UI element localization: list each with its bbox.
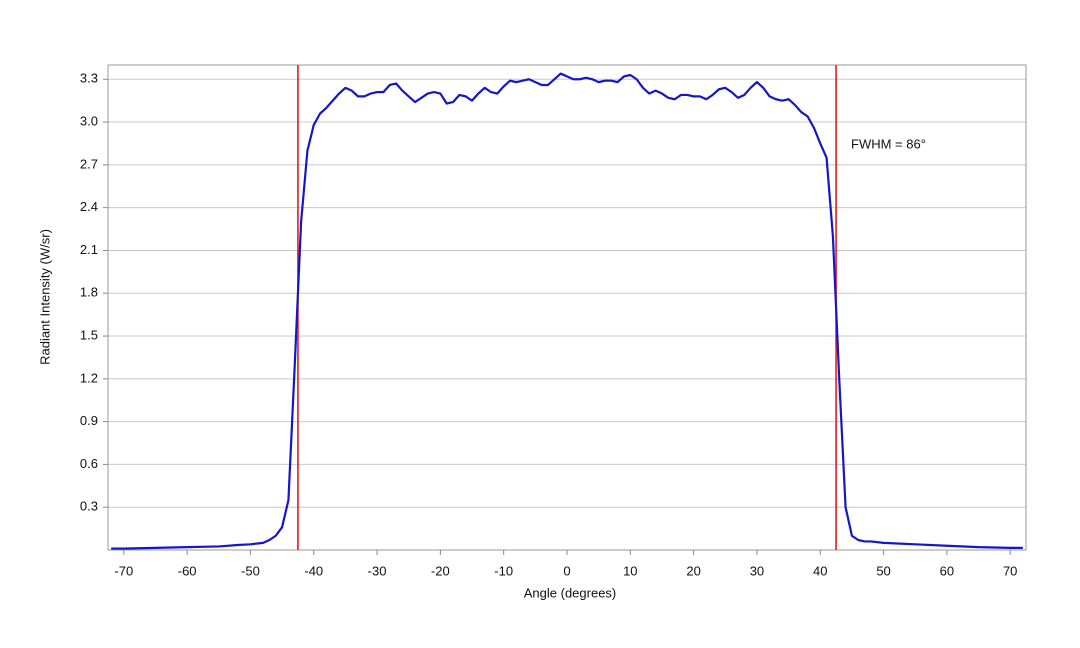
y-tick-label: 3.3: [80, 71, 98, 86]
x-tick-label: -70: [114, 563, 133, 578]
y-tick-label: 2.4: [80, 199, 98, 214]
x-tick-label: -10: [494, 563, 513, 578]
annotation: FWHM = 86°: [851, 136, 926, 151]
x-tick-label: -40: [304, 563, 323, 578]
x-tick-label: -60: [178, 563, 197, 578]
x-tick-label: -30: [368, 563, 387, 578]
y-tick-label: 3.0: [80, 113, 98, 128]
x-tick-label: -50: [241, 563, 260, 578]
x-tick-label: 0: [563, 563, 570, 578]
y-tick-label: 1.2: [80, 370, 98, 385]
x-axis-label: Angle (degrees): [524, 585, 617, 600]
y-tick-label: 2.1: [80, 242, 98, 257]
y-tick-label: 2.7: [80, 156, 98, 171]
x-tick-label: 40: [813, 563, 827, 578]
y-tick-label: 0.9: [80, 413, 98, 428]
y-tick-label: 0.6: [80, 456, 98, 471]
y-tick-label: 1.8: [80, 285, 98, 300]
x-tick-label: 60: [940, 563, 954, 578]
y-axis-label: Radiant Intensity (W/sr): [37, 229, 52, 365]
y-tick-label: 0.3: [80, 499, 98, 514]
x-tick-label: 20: [686, 563, 700, 578]
x-tick-label: -20: [431, 563, 450, 578]
x-tick-label: 10: [623, 563, 637, 578]
x-tick-label: 70: [1003, 563, 1017, 578]
data-line: [111, 72, 1023, 550]
x-tick-label: 30: [750, 563, 764, 578]
y-tick-label: 1.5: [80, 327, 98, 342]
x-tick-label: 50: [876, 563, 890, 578]
